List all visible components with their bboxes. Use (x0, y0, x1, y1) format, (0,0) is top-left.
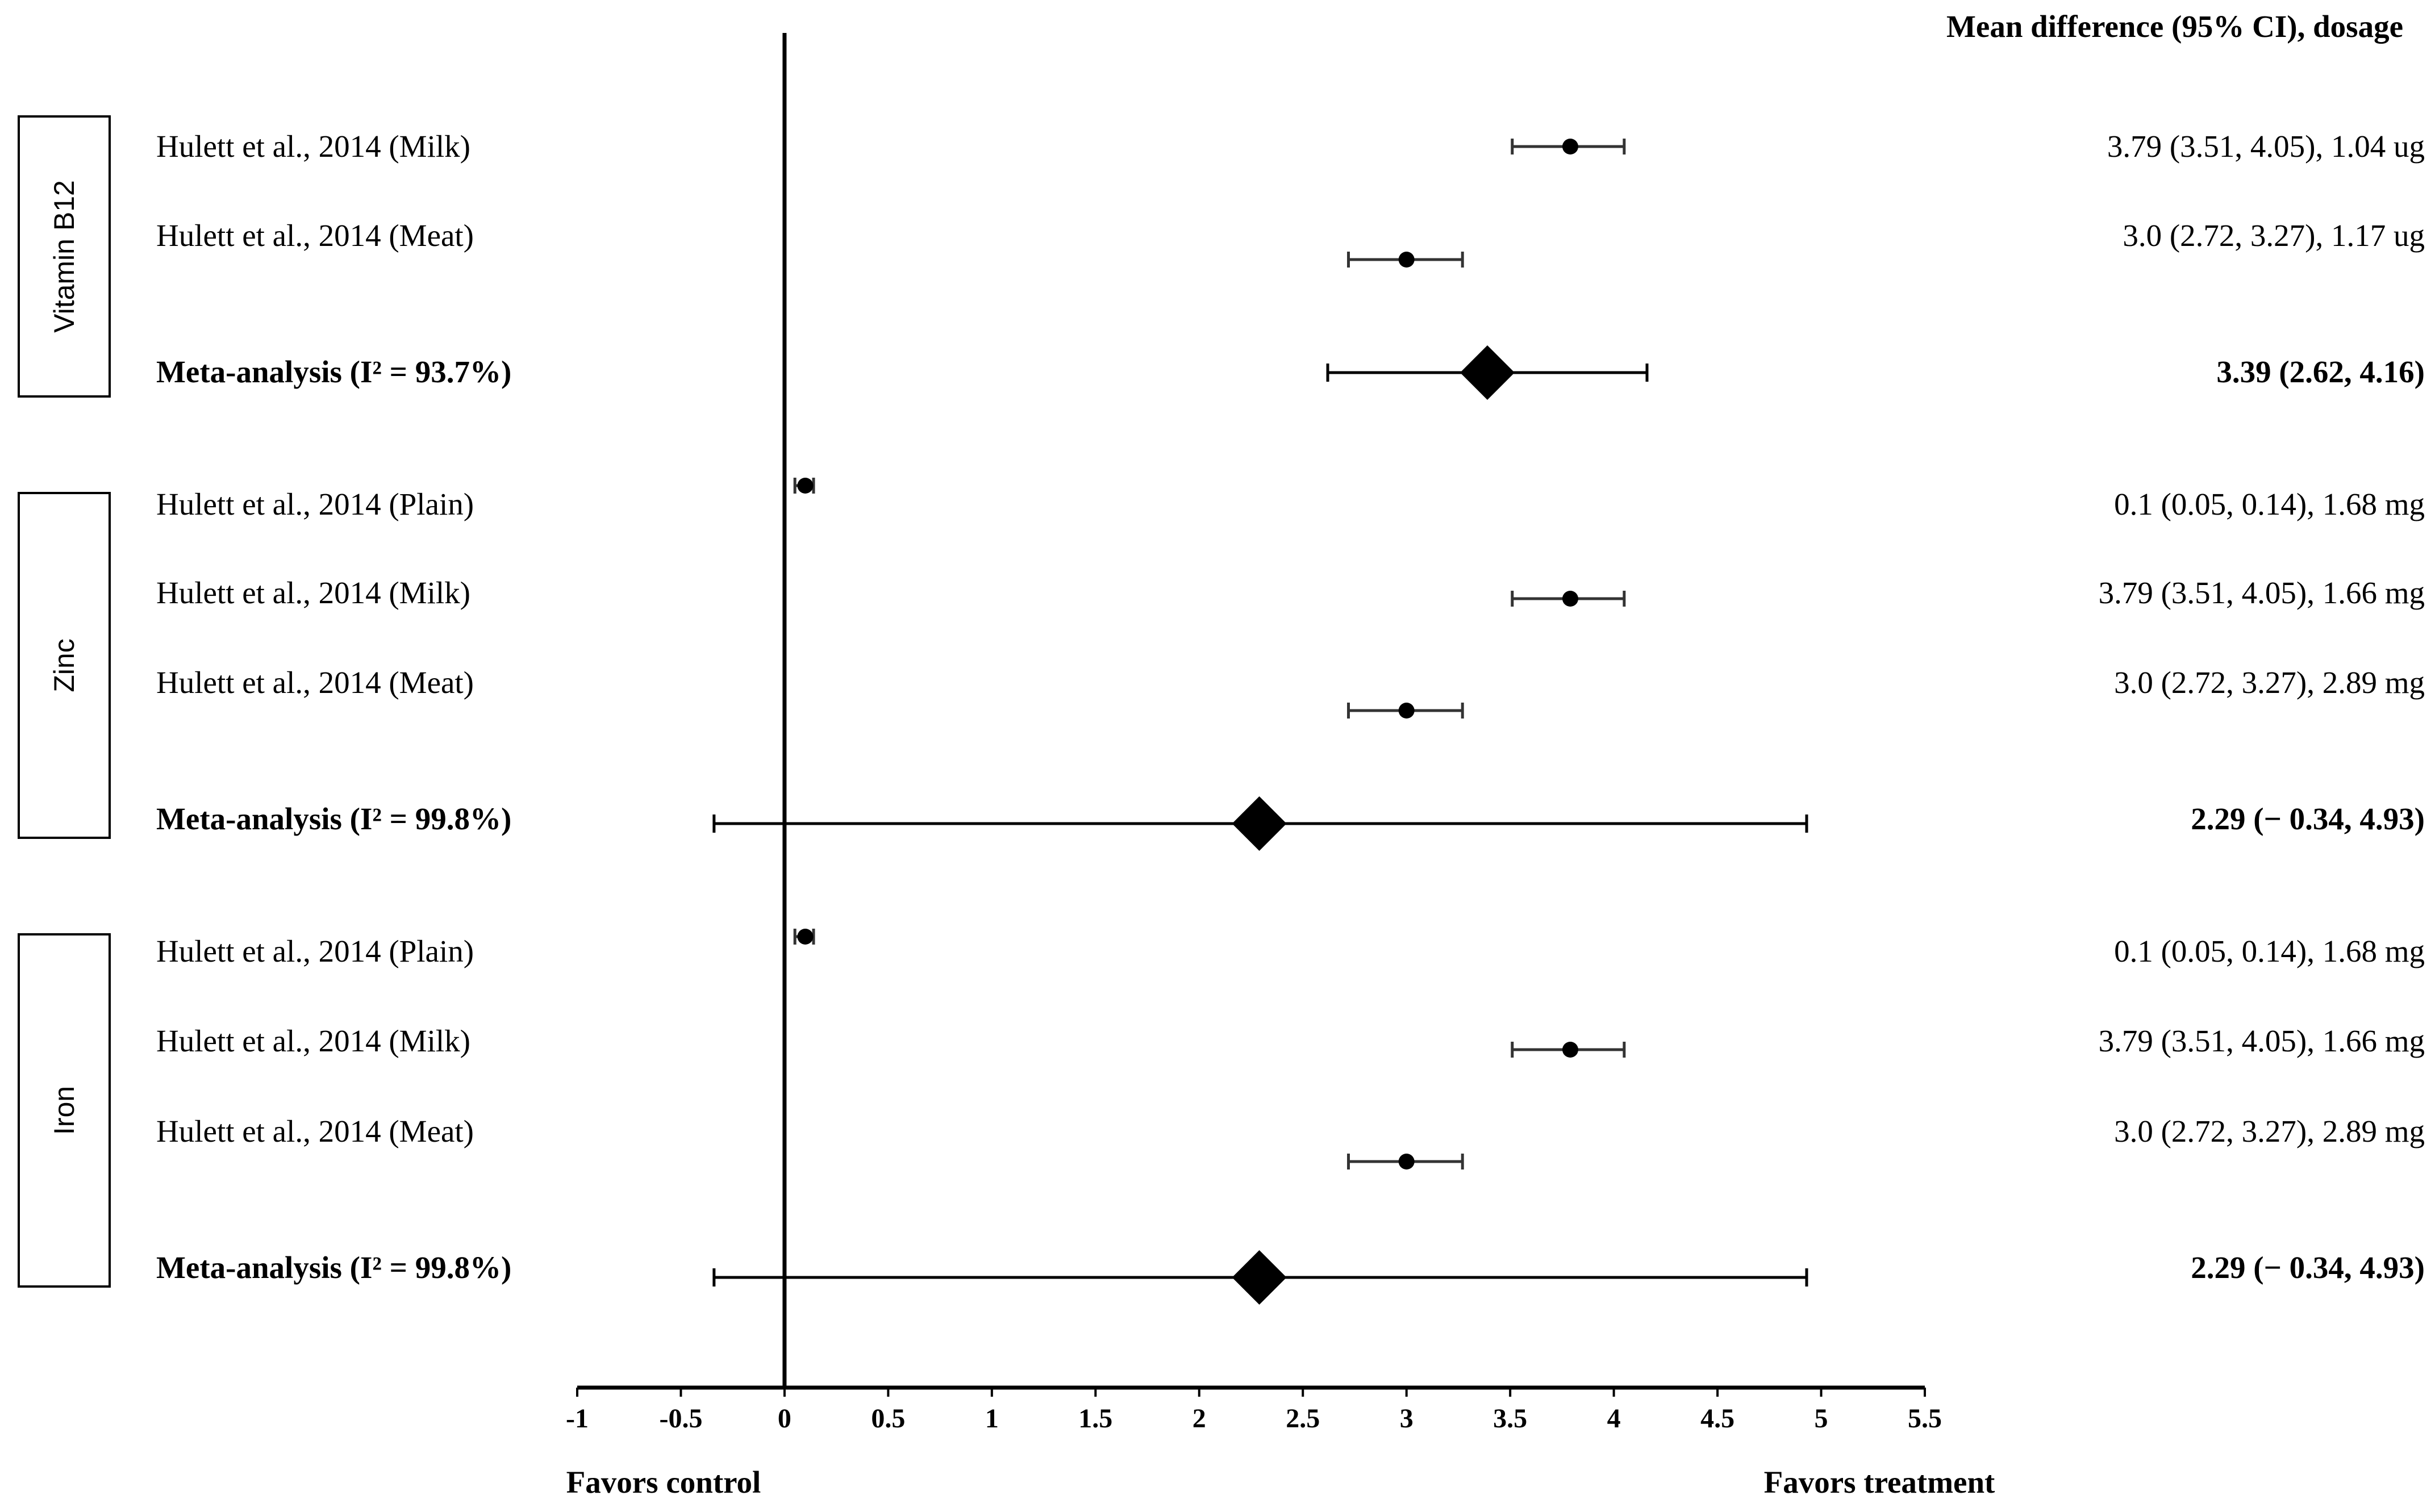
favors-treatment-label: Favors treatment (1764, 1465, 1995, 1500)
column-header: Mean difference (95% CI), dosage (1946, 9, 2403, 44)
x-tick-label: 0.5 (871, 1404, 905, 1434)
point-estimate (1398, 252, 1415, 268)
x-tick-label: 1.5 (1078, 1404, 1112, 1434)
study-label: Hulett et al., 2014 (Milk) (156, 1024, 470, 1058)
pooled-diamond (1232, 1250, 1287, 1305)
study-label: Meta-analysis (I² = 93.7%) (156, 354, 511, 389)
result-label: 3.39 (2.62, 4.16) (2216, 354, 2425, 389)
point-estimate (797, 478, 814, 494)
x-tick-label: 3.5 (1493, 1404, 1527, 1434)
result-label: 3.0 (2.72, 3.27), 2.89 mg (2114, 665, 2425, 700)
point-estimate (797, 929, 814, 945)
study-label: Hulett et al., 2014 (Milk) (156, 129, 470, 164)
study-label: Hulett et al., 2014 (Meat) (156, 665, 474, 700)
point-estimate (1562, 139, 1578, 154)
study-label: Hulett et al., 2014 (Plain) (156, 487, 474, 521)
group-label: Vitamin B12 (48, 180, 80, 333)
result-label: 3.79 (3.51, 4.05), 1.66 mg (2099, 1024, 2425, 1058)
result-label: 0.1 (0.05, 0.14), 1.68 mg (2114, 487, 2425, 521)
result-label: 2.29 (− 0.34, 4.93) (2191, 1250, 2425, 1285)
group-box (18, 115, 111, 398)
point-estimate (1398, 1154, 1415, 1169)
point-estimate (1562, 591, 1578, 607)
result-label: 3.79 (3.51, 4.05), 1.66 mg (2099, 575, 2425, 610)
study-label: Hulett et al., 2014 (Milk) (156, 575, 470, 610)
result-label: 2.29 (− 0.34, 4.93) (2191, 801, 2425, 836)
x-tick-label: 5.5 (1908, 1404, 1942, 1434)
pooled-diamond (1232, 796, 1287, 851)
x-tick-label: 1 (985, 1404, 999, 1434)
result-label: 3.0 (2.72, 3.27), 1.17 ug (2123, 218, 2425, 253)
x-tick-label: 2.5 (1286, 1404, 1320, 1434)
x-tick-label: -1 (566, 1404, 589, 1434)
study-rows: Hulett et al., 2014 (Milk) 3.79 (3.51, 4.… (156, 129, 2425, 1305)
study-label: Hulett et al., 2014 (Meat) (156, 218, 474, 253)
group-box (18, 492, 111, 839)
study-label: Meta-analysis (I² = 99.8%) (156, 801, 511, 836)
study-label: Meta-analysis (I² = 99.8%) (156, 1250, 511, 1285)
favors-control-label: Favors control (566, 1465, 761, 1500)
x-tick-label: 4.5 (1700, 1404, 1734, 1434)
study-label: Hulett et al., 2014 (Plain) (156, 934, 474, 968)
point-estimate (1398, 703, 1415, 719)
x-tick-label: 3 (1400, 1404, 1414, 1434)
pooled-diamond (1460, 345, 1515, 400)
x-tick-label: 0 (778, 1404, 791, 1434)
result-label: 3.79 (3.51, 4.05), 1.04 ug (2107, 129, 2425, 164)
result-label: 0.1 (0.05, 0.14), 1.68 mg (2114, 934, 2425, 968)
result-label: 3.0 (2.72, 3.27), 2.89 mg (2114, 1114, 2425, 1148)
x-axis: -1 -0.5 0 0.5 1 1.5 2 2.5 3 3.5 4 4.5 5 5.5 (566, 33, 1942, 1434)
group-box (18, 933, 111, 1288)
group-label: Zinc (48, 638, 80, 692)
x-tick-label: 4 (1607, 1404, 1621, 1434)
x-tick-label: 5 (1815, 1404, 1828, 1434)
x-tick-label: -0.5 (659, 1404, 702, 1434)
point-estimate (1562, 1042, 1578, 1058)
x-tick-label: 2 (1193, 1404, 1206, 1434)
group-boxes: Vitamin B12 Zinc Iron (18, 115, 111, 1288)
group-label: Iron (48, 1086, 80, 1135)
study-label: Hulett et al., 2014 (Meat) (156, 1114, 474, 1148)
